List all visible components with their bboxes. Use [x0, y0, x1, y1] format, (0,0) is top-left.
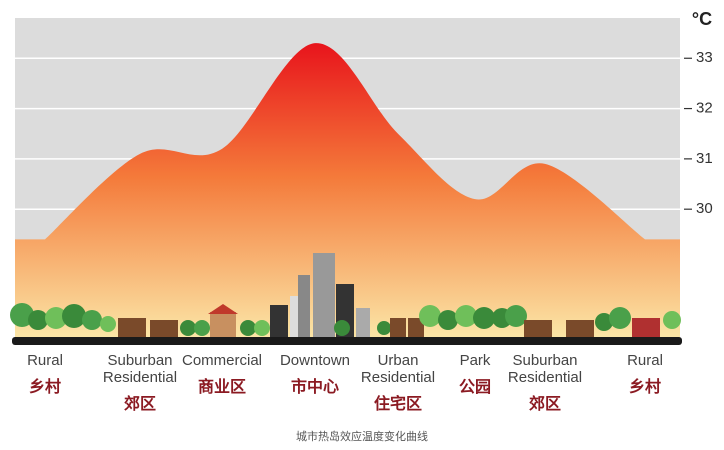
x-tick-label: Suburban Residential — [102, 352, 178, 386]
caption: 城市热岛效应温度变化曲线 — [296, 431, 428, 443]
x-tick-label: Suburban Residential — [507, 352, 583, 386]
temperature-area — [15, 43, 680, 340]
x-tick-sublabel: 郊区 — [123, 396, 156, 413]
x-tick-label: Commercial — [181, 352, 262, 369]
y-tick-label: 31 — [696, 150, 713, 167]
x-tick-sublabel: 住宅区 — [373, 396, 422, 413]
x-tick-label: Urban Residential — [360, 352, 436, 386]
x-tick-sublabel: 郊区 — [528, 396, 561, 413]
x-tick-sublabel: 市中心 — [290, 379, 339, 396]
y-tick-label: 32 — [696, 100, 713, 117]
x-tick-label: Rural — [27, 352, 63, 369]
scenery — [10, 253, 681, 338]
x-tick-label: Park — [459, 352, 491, 369]
x-tick-label: Downtown — [279, 352, 351, 369]
ground — [12, 337, 682, 345]
y-unit: °C — [692, 9, 712, 29]
x-tick-sublabel: 商业区 — [197, 379, 246, 396]
y-tick-label: 30 — [696, 200, 713, 217]
x-tick-label: Rural — [627, 352, 663, 369]
y-tick-label: 33 — [696, 49, 713, 66]
x-tick-sublabel: 乡村 — [28, 379, 61, 396]
x-tick-sublabel: 公园 — [458, 379, 491, 396]
x-tick-sublabel: 乡村 — [628, 379, 661, 396]
